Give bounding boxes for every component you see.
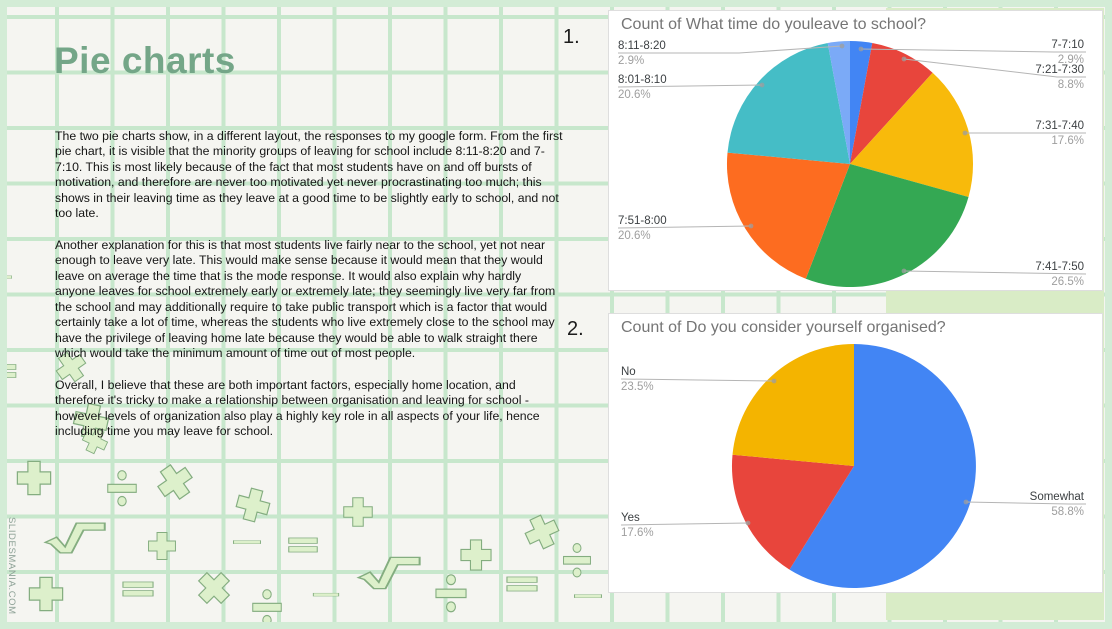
leader-line bbox=[965, 501, 1086, 505]
equals-icon bbox=[0, 359, 19, 383]
plus-icon bbox=[13, 457, 55, 499]
slice-callout-8:11-8:20: 8:11-8:20 2.9% bbox=[618, 40, 666, 67]
divide-icon bbox=[560, 541, 594, 579]
times-icon bbox=[50, 346, 92, 388]
leader-dot bbox=[745, 520, 751, 526]
leader-line bbox=[903, 270, 1087, 275]
minus-icon bbox=[0, 271, 14, 283]
slice-percent: 17.6% bbox=[1051, 135, 1084, 147]
leader-dot bbox=[771, 378, 777, 384]
paragraph-3: Overall, I believe that these are both i… bbox=[55, 377, 540, 439]
pie-slice-Somewhat bbox=[789, 344, 976, 588]
equals-icon bbox=[119, 576, 157, 602]
slice-callout-7:21-7:30: 7:21-7:30 8.8% bbox=[1035, 64, 1084, 91]
minus-icon bbox=[230, 535, 264, 549]
paragraph-2: Another explanation for this is that mos… bbox=[55, 237, 556, 361]
pie-chart bbox=[617, 40, 1087, 288]
slice-percent: 58.8% bbox=[1051, 506, 1084, 518]
leader-dot bbox=[759, 82, 765, 88]
slice-label: 7:31-7:40 bbox=[1035, 120, 1084, 132]
divide-icon bbox=[104, 468, 140, 508]
slice-callout-7:51-8:00: 7:51-8:00 20.6% bbox=[618, 215, 667, 242]
plus-icon bbox=[457, 536, 495, 574]
slice-callout-7:41-7:50: 7:41-7:50 26.5% bbox=[1035, 261, 1084, 288]
times-icon bbox=[516, 506, 567, 557]
slice-callout-Somewhat: Somewhat 58.8% bbox=[1030, 491, 1084, 518]
chart-title: Count of What time do youleave to school… bbox=[621, 16, 927, 33]
slice-percent: 23.5% bbox=[621, 381, 654, 393]
equals-icon bbox=[503, 571, 541, 597]
divide-icon bbox=[249, 587, 285, 627]
slice-callout-7:31-7:40: 7:31-7:40 17.6% bbox=[1035, 120, 1084, 147]
plus-icon bbox=[145, 529, 179, 563]
slice-callout-Yes: Yes 17.6% bbox=[621, 512, 654, 539]
minus-icon bbox=[310, 588, 342, 601]
leader-dot bbox=[858, 46, 864, 52]
slice-label: 8:01-8:10 bbox=[618, 74, 667, 86]
pie-slice-No bbox=[732, 344, 854, 466]
times-icon bbox=[194, 568, 234, 608]
sqrt-icon bbox=[354, 551, 424, 595]
slice-label: No bbox=[621, 366, 636, 378]
equals-icon bbox=[285, 532, 321, 558]
divide-icon bbox=[432, 572, 470, 614]
leader-line bbox=[617, 225, 752, 229]
pie-chart bbox=[620, 344, 1086, 588]
pie-slice-7:41-7:50 bbox=[805, 164, 969, 288]
body-text: The two pie charts show, in a different … bbox=[55, 129, 563, 456]
slice-percent: 8.8% bbox=[1057, 79, 1084, 91]
slice-percent: 17.6% bbox=[621, 527, 654, 539]
leader-line bbox=[620, 378, 775, 382]
slice-label: Yes bbox=[621, 512, 640, 524]
plus-icon bbox=[229, 481, 278, 530]
plus-icon bbox=[25, 573, 67, 615]
slice-percent: 2.9% bbox=[618, 55, 645, 67]
minus-icon bbox=[571, 589, 605, 603]
pie-slice-7:51-8:00 bbox=[726, 152, 850, 279]
page-title: Pie charts bbox=[54, 40, 236, 81]
leader-line bbox=[620, 522, 749, 526]
pie-slice-7-7:10 bbox=[850, 40, 873, 164]
leader-dot bbox=[962, 130, 968, 136]
leader-dot bbox=[901, 268, 907, 274]
slice-percent: 26.5% bbox=[1051, 276, 1084, 288]
slice-label: 8:11-8:20 bbox=[618, 40, 666, 52]
slice-label: 7:41-7:50 bbox=[1035, 261, 1084, 273]
leader-line bbox=[860, 48, 1086, 53]
slice-percent: 20.6% bbox=[618, 230, 651, 242]
slice-label: Somewhat bbox=[1029, 491, 1084, 503]
pie-slice-7:21-7:30 bbox=[850, 43, 933, 164]
sqrt-icon bbox=[41, 517, 109, 559]
slice-callout-7-7:10: 7-7:10 2.9% bbox=[1051, 39, 1084, 66]
chart-number-2: 2. bbox=[567, 318, 584, 340]
plus-icon bbox=[340, 494, 376, 530]
slice-callout-8:01-8:10: 8:01-8:10 20.6% bbox=[618, 74, 667, 101]
slice-callout-No: No 23.5% bbox=[621, 366, 654, 393]
leader-line bbox=[903, 58, 1086, 78]
leader-line bbox=[618, 45, 843, 54]
leader-dot bbox=[839, 43, 845, 49]
pie-slice-8:11-8:20 bbox=[827, 40, 850, 164]
chart-title: Count of Do you consider yourself organi… bbox=[621, 319, 946, 336]
paragraph-1: The two pie charts show, in a different … bbox=[55, 129, 563, 221]
pie-slice-7:31-7:40 bbox=[850, 72, 974, 197]
slice-percent: 20.6% bbox=[618, 89, 651, 101]
slice-label: 7-7:10 bbox=[1051, 39, 1084, 51]
pie-slice-Yes bbox=[731, 454, 854, 570]
plus-icon bbox=[75, 421, 115, 461]
slidesmania-watermark: SLIDESMANIA.COM bbox=[6, 517, 17, 615]
pie-chart-panel-organised: Count of Do you consider yourself organi… bbox=[608, 313, 1103, 593]
slice-label: 7:51-8:00 bbox=[618, 215, 667, 227]
times-icon bbox=[151, 458, 200, 507]
leader-dot bbox=[901, 56, 907, 62]
slice-percent: 2.9% bbox=[1057, 54, 1084, 66]
leader-dot bbox=[748, 223, 754, 229]
pie-chart-panel-leave-time: Count of What time do youleave to school… bbox=[608, 10, 1103, 291]
pie-slice-8:01-8:10 bbox=[727, 43, 850, 164]
slice-label: 7:21-7:30 bbox=[1035, 64, 1084, 76]
leader-dot bbox=[963, 499, 969, 505]
chart-number-1: 1. bbox=[563, 26, 580, 48]
leader-line bbox=[617, 84, 763, 88]
